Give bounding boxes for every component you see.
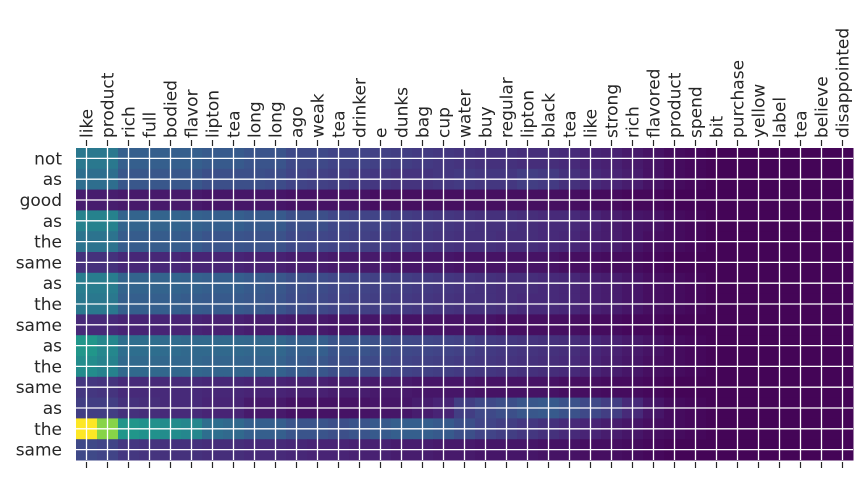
x-tick-label: long xyxy=(267,101,287,138)
x-axis-ticks xyxy=(85,140,844,468)
y-axis-labels: notasgoodasthesameasthesameasthesameasth… xyxy=(16,149,63,460)
y-tick-label: good xyxy=(20,191,62,211)
x-tick-label: flavor xyxy=(183,89,203,138)
x-tick-label: tea xyxy=(792,110,812,138)
x-tick-label: bag xyxy=(414,106,434,138)
x-tick-label: like xyxy=(582,109,602,138)
y-tick-label: the xyxy=(34,420,62,440)
x-axis-labels: like product rich full bodied flavor lipton tea… xyxy=(78,28,854,138)
x-tick-label: weak xyxy=(309,93,329,138)
x-tick-label: buy xyxy=(477,106,497,138)
y-tick-label: as xyxy=(43,274,62,294)
x-tick-label: rich xyxy=(120,106,140,138)
y-tick-label: as xyxy=(43,399,62,419)
x-tick-label: like xyxy=(78,109,98,138)
heatmap-grid xyxy=(76,148,853,460)
x-tick-label: e xyxy=(372,128,392,138)
x-tick-label: flavored xyxy=(645,69,665,138)
x-tick-label: dunks xyxy=(393,87,413,138)
y-tick-label: as xyxy=(43,212,62,232)
x-tick-label: product xyxy=(666,72,686,138)
x-tick-label: spend xyxy=(687,86,707,138)
y-tick-label: same xyxy=(16,441,62,461)
x-tick-label: long xyxy=(246,101,266,138)
x-tick-label: black xyxy=(540,93,560,138)
x-tick-label: lipton xyxy=(519,90,539,138)
y-tick-label: the xyxy=(34,295,62,315)
x-tick-label: bit xyxy=(708,115,728,138)
x-tick-label: rich xyxy=(624,106,644,138)
x-tick-label: water xyxy=(456,90,476,138)
y-tick-label: same xyxy=(16,316,62,336)
y-tick-label: the xyxy=(34,233,62,253)
x-tick-label: product xyxy=(99,72,119,138)
x-tick-label: label xyxy=(771,97,791,138)
x-tick-label: cup xyxy=(435,107,455,138)
x-tick-label: full xyxy=(141,112,161,138)
x-tick-label: yellow xyxy=(750,84,770,138)
x-tick-label: tea xyxy=(330,110,350,138)
y-tick-label: as xyxy=(43,170,62,190)
y-tick-label: the xyxy=(34,357,62,377)
x-tick-label: bodied xyxy=(162,80,182,138)
x-tick-label: regular xyxy=(498,77,518,138)
y-tick-label: same xyxy=(16,378,62,398)
x-tick-label: ago xyxy=(288,106,308,138)
x-tick-label: tea xyxy=(225,110,245,138)
x-tick-label: lipton xyxy=(204,90,224,138)
x-tick-label: strong xyxy=(603,84,623,138)
y-tick-label: as xyxy=(43,337,62,357)
y-tick-label: same xyxy=(16,253,62,273)
x-tick-label: disappointed xyxy=(834,28,854,138)
y-tick-label: not xyxy=(34,149,62,169)
x-tick-label: drinker xyxy=(351,78,371,138)
x-tick-label: purchase xyxy=(729,60,749,138)
x-tick-label: believe xyxy=(813,76,833,138)
x-tick-label: tea xyxy=(561,110,581,138)
